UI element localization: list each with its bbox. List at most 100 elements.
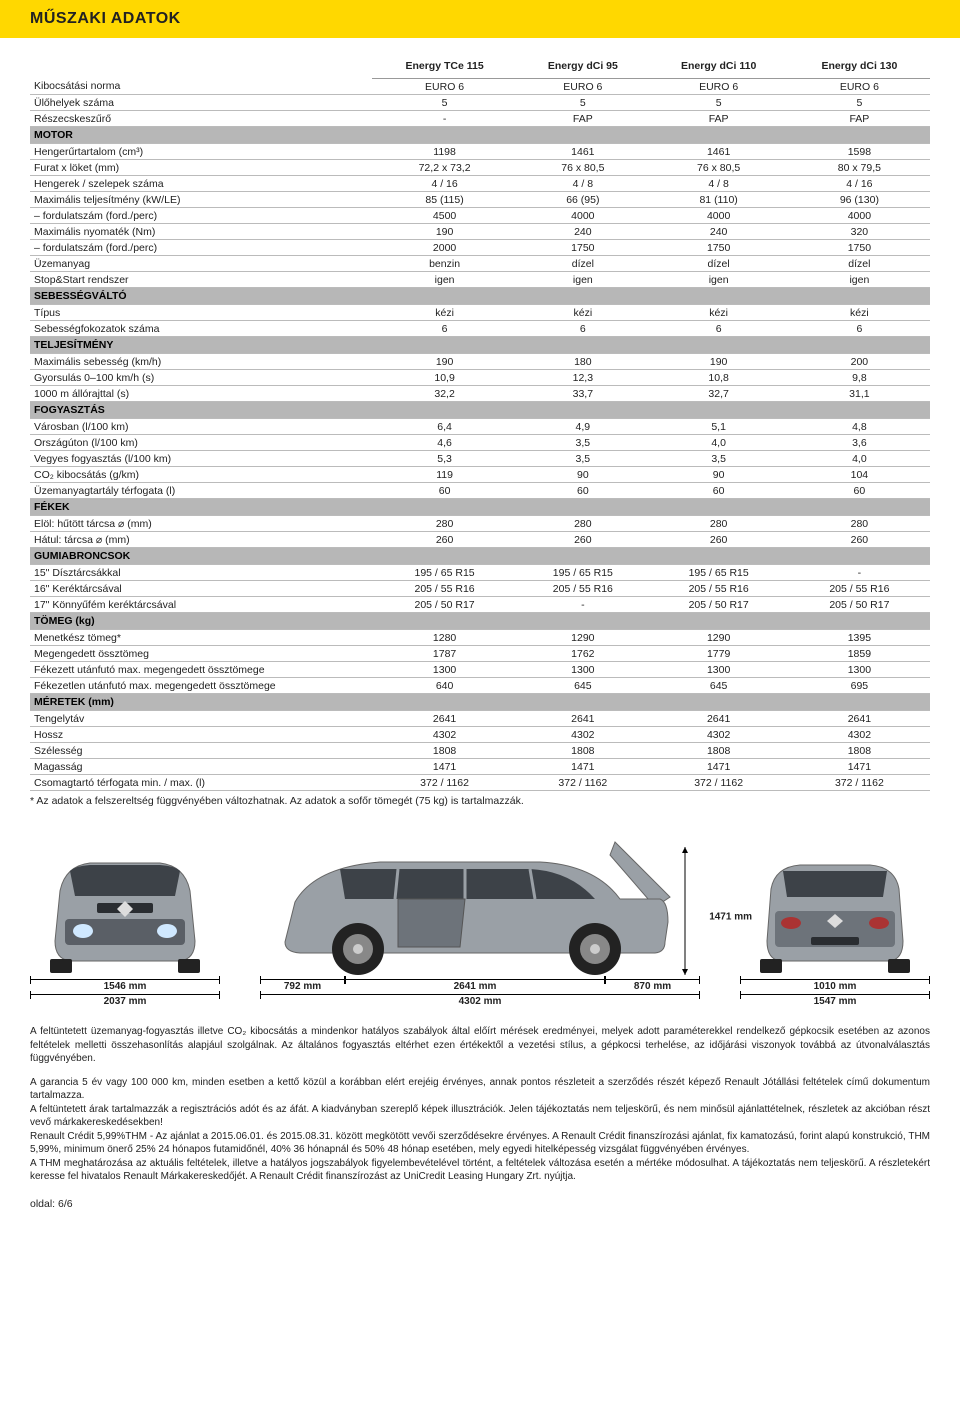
row-value: EURO 6 (649, 79, 789, 95)
row-value: kézi (649, 305, 789, 321)
row-value: EURO 6 (372, 79, 517, 95)
row-value: 4,8 (789, 419, 930, 435)
row-label: Fékezett utánfutó max. megengedett összt… (30, 662, 372, 678)
table-row: Fékezett utánfutó max. megengedett összt… (30, 662, 930, 678)
row-value: 4,6 (372, 435, 517, 451)
table-row: Üzemanyagbenzindízeldízeldízel (30, 256, 930, 272)
row-value: FAP (789, 111, 930, 127)
row-value: 1779 (649, 646, 789, 662)
row-label: Vegyes fogyasztás (l/100 km) (30, 451, 372, 467)
table-row: Szélesség1808180818081808 (30, 743, 930, 759)
row-value: 695 (789, 678, 930, 694)
col-header: Energy TCe 115 (372, 56, 517, 79)
row-value: EURO 6 (517, 79, 648, 95)
row-value: 2000 (372, 240, 517, 256)
row-value: 85 (115) (372, 192, 517, 208)
row-label: Maximális teljesítmény (kW/LE) (30, 192, 372, 208)
table-section-header: MOTOR (30, 127, 930, 144)
table-row: Hengerek / szelepek száma4 / 164 / 84 / … (30, 176, 930, 192)
table-row: 16" Keréktárcsával205 / 55 R16205 / 55 R… (30, 581, 930, 597)
dim-length: 4302 mm (260, 994, 700, 1007)
table-row: Gyorsulás 0–100 km/h (s)10,912,310,89,8 (30, 370, 930, 386)
row-value: 5,3 (372, 451, 517, 467)
row-value: 180 (517, 354, 648, 370)
row-value: 1471 (517, 759, 648, 775)
row-label: Fékezetlen utánfutó max. megengedett öss… (30, 678, 372, 694)
table-row: Városban (l/100 km)6,44,95,14,8 (30, 419, 930, 435)
row-value: 1280 (372, 630, 517, 646)
spec-table: Energy TCe 115 Energy dCi 95 Energy dCi … (30, 56, 930, 791)
row-value: 4000 (517, 208, 648, 224)
row-label: Hátul: tárcsa ⌀ (mm) (30, 532, 372, 548)
row-value: 3,6 (789, 435, 930, 451)
row-value: 200 (789, 354, 930, 370)
row-value: FAP (517, 111, 648, 127)
row-label: Városban (l/100 km) (30, 419, 372, 435)
row-value: 1300 (517, 662, 648, 678)
row-value: - (789, 565, 930, 581)
row-label: Maximális sebesség (km/h) (30, 354, 372, 370)
disclaimer-paragraph: A feltüntetett üzemanyag-fogyasztás ille… (30, 1025, 930, 1066)
row-value: 1859 (789, 646, 930, 662)
row-value: 4000 (789, 208, 930, 224)
row-value: 12,3 (517, 370, 648, 386)
row-label: Országúton (l/100 km) (30, 435, 372, 451)
row-value: 4302 (372, 727, 517, 743)
row-value: 1762 (517, 646, 648, 662)
row-value: kézi (789, 305, 930, 321)
row-value: 240 (649, 224, 789, 240)
row-value: 1198 (372, 144, 517, 160)
car-front-illustration (35, 841, 215, 977)
col-header: Energy dCi 130 (789, 56, 930, 79)
table-row: Fékezetlen utánfutó max. megengedett öss… (30, 678, 930, 694)
row-value: 1808 (789, 743, 930, 759)
row-value: 6 (649, 321, 789, 337)
table-row: Hossz4302430243024302 (30, 727, 930, 743)
table-row: – fordulatszám (ford./perc)4500400040004… (30, 208, 930, 224)
row-value: 190 (372, 224, 517, 240)
table-row: Maximális nyomaték (Nm)190240240320 (30, 224, 930, 240)
table-row: Részecskeszűrő-FAPFAPFAP (30, 111, 930, 127)
row-value: 1461 (517, 144, 648, 160)
table-row: Üzemanyagtartály térfogata (l)60606060 (30, 483, 930, 499)
row-value: 76 x 80,5 (517, 160, 648, 176)
table-row: 1000 m állórajttal (s)32,233,732,731,1 (30, 386, 930, 402)
row-value: 372 / 1162 (789, 775, 930, 791)
row-value: 260 (789, 532, 930, 548)
row-value: 260 (649, 532, 789, 548)
row-label: Elöl: hűtött tárcsa ⌀ (mm) (30, 516, 372, 532)
row-label: Magasság (30, 759, 372, 775)
row-value: 4,0 (789, 451, 930, 467)
table-row: Kibocsátási normaEURO 6EURO 6EURO 6EURO … (30, 79, 930, 95)
dim-front-width: 2037 mm (30, 994, 220, 1007)
row-label: Hossz (30, 727, 372, 743)
dim-rear-track: 1010 mm (740, 979, 930, 992)
row-label: 1000 m állórajttal (s) (30, 386, 372, 402)
row-value: 32,2 (372, 386, 517, 402)
table-row: Tengelytáv2641264126412641 (30, 711, 930, 727)
table-row: Típuskézikézikézikézi (30, 305, 930, 321)
row-value: 3,5 (517, 451, 648, 467)
row-value: 90 (517, 467, 648, 483)
row-value: 260 (372, 532, 517, 548)
dim-rear-overhang: 870 mm (605, 979, 700, 992)
row-value: 1808 (517, 743, 648, 759)
row-value: 1300 (649, 662, 789, 678)
row-value: 320 (789, 224, 930, 240)
row-value: 76 x 80,5 (649, 160, 789, 176)
col-header: Energy dCi 110 (649, 56, 789, 79)
row-value: 205 / 55 R16 (517, 581, 648, 597)
row-value: 205 / 50 R17 (789, 597, 930, 613)
row-value: 60 (789, 483, 930, 499)
row-value: dízel (517, 256, 648, 272)
row-value: 640 (372, 678, 517, 694)
row-value: 60 (372, 483, 517, 499)
row-label: Csomagtartó térfogata min. / max. (l) (30, 775, 372, 791)
car-dimension-diagrams: 1546 mm 2037 mm 1471 mm 7 (30, 827, 930, 1007)
row-value: 1808 (649, 743, 789, 759)
row-value: 645 (517, 678, 648, 694)
row-label: Kibocsátási norma (30, 79, 372, 95)
row-label: Menetkész tömeg* (30, 630, 372, 646)
row-value: 260 (517, 532, 648, 548)
row-value: 4 / 8 (649, 176, 789, 192)
